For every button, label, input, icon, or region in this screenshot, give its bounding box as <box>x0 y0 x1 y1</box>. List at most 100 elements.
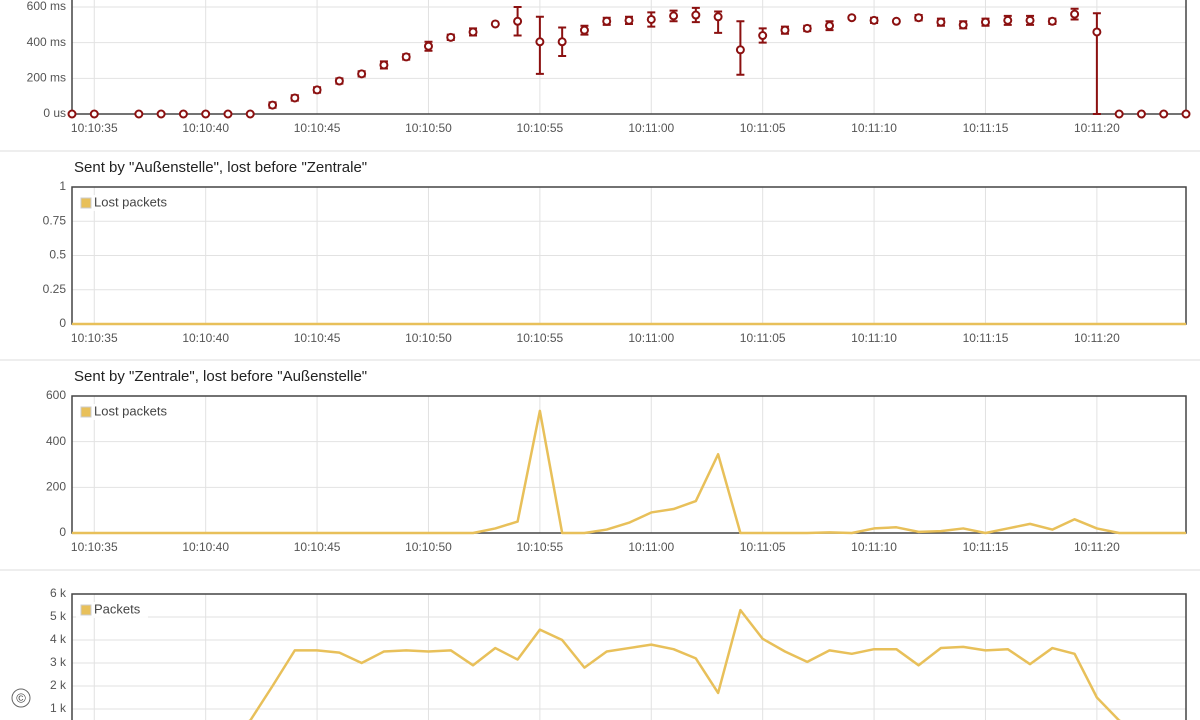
point <box>334 76 344 86</box>
x-tick-label: 10:10:35 <box>71 121 118 135</box>
x-tick-label: 10:11:05 <box>740 331 786 345</box>
y-tick-label: 0 <box>59 525 66 539</box>
point <box>201 109 211 119</box>
x-tick-label: 10:10:40 <box>182 540 229 554</box>
point <box>1047 16 1057 26</box>
point <box>89 109 99 119</box>
x-tick-label: 10:11:10 <box>851 121 897 135</box>
x-tick-label: 10:11:10 <box>851 540 897 554</box>
x-tick-label: 10:10:35 <box>71 540 118 554</box>
point <box>245 109 255 119</box>
y-tick-label: 0 <box>59 316 66 330</box>
point <box>423 41 433 51</box>
point <box>802 23 812 33</box>
x-tick-label: 10:10:55 <box>517 121 564 135</box>
point <box>1025 15 1035 25</box>
legend-box <box>76 602 148 618</box>
x-tick-label: 10:10:45 <box>294 540 341 554</box>
point <box>1136 109 1146 119</box>
point <box>735 45 745 55</box>
point <box>513 16 523 26</box>
point <box>401 52 411 62</box>
y-tick-label: 200 ms <box>27 71 66 85</box>
legend-swatch <box>80 197 92 209</box>
point <box>1181 109 1191 119</box>
x-tick-label: 10:10:55 <box>517 331 564 345</box>
point <box>914 13 924 23</box>
x-tick-label: 10:10:45 <box>294 331 341 345</box>
point <box>468 27 478 37</box>
series-line <box>72 409 1186 535</box>
point <box>936 17 946 27</box>
y-tick-label: 1 <box>59 179 66 193</box>
y-tick-label: 600 ms <box>27 0 66 13</box>
y-tick-label: 1 k <box>50 701 67 715</box>
point <box>980 17 990 27</box>
point <box>446 32 456 42</box>
point <box>646 14 656 24</box>
x-tick-label: 10:10:40 <box>182 121 229 135</box>
point <box>869 15 879 25</box>
point <box>1114 109 1124 119</box>
point <box>579 25 589 35</box>
point <box>357 69 367 79</box>
point <box>691 10 701 20</box>
x-tick-label: 10:10:35 <box>71 331 118 345</box>
point <box>713 12 723 22</box>
copyright-badge <box>11 688 31 708</box>
charts: 10:10:35 10:10:40 10:10:45 10:10:50 10:10:55… <box>27 0 1191 720</box>
y-tick-label: 200 <box>46 480 66 494</box>
point <box>825 21 835 31</box>
point <box>780 25 790 35</box>
x-tick-label: 10:11:00 <box>628 331 674 345</box>
plot-frame <box>71 395 1187 534</box>
x-tick-label: 10:11:15 <box>963 331 1009 345</box>
point <box>535 37 545 47</box>
x-tick-label: 10:11:15 <box>963 121 1009 135</box>
point <box>223 109 233 119</box>
point <box>379 60 389 70</box>
x-tick-label: 10:11:10 <box>851 331 897 345</box>
y-tick-label: 5 k <box>50 609 67 623</box>
point <box>602 16 612 26</box>
legend-box <box>76 404 148 420</box>
chart-title: Sent by "Außenstelle", lost before "Zent… <box>74 159 367 176</box>
y-tick-label: 400 <box>46 434 66 448</box>
point <box>669 11 679 21</box>
legend-label: Lost packets <box>94 194 167 209</box>
point <box>758 31 768 41</box>
x-tick-label: 10:11:05 <box>740 121 786 135</box>
legend-swatch <box>80 406 92 418</box>
point <box>268 100 278 110</box>
x-tick-label: 10:11:05 <box>740 540 786 554</box>
legend-label: Packets <box>94 601 141 616</box>
legend-swatch <box>80 604 92 616</box>
legend-box <box>76 195 148 211</box>
point <box>1003 15 1013 25</box>
point <box>178 109 188 119</box>
plot-frame <box>71 593 1187 720</box>
x-tick-label: 10:11:20 <box>1074 331 1120 345</box>
x-tick-label: 10:10:50 <box>405 331 452 345</box>
x-tick-label: 10:11:00 <box>628 121 674 135</box>
point <box>624 15 634 25</box>
legend-label: Lost packets <box>94 403 167 418</box>
chart-title: Sent by "Zentrale", lost before "Außenst… <box>74 368 367 385</box>
point <box>67 109 77 119</box>
x-tick-label: 10:11:15 <box>963 540 1009 554</box>
point <box>891 16 901 26</box>
point <box>312 85 322 95</box>
plot-frame <box>71 0 1187 115</box>
copyright: © <box>16 690 26 705</box>
x-tick-label: 10:10:50 <box>405 121 452 135</box>
y-tick-label: 0.5 <box>49 248 66 262</box>
y-tick-label: 600 <box>46 388 66 402</box>
point <box>557 37 567 47</box>
y-tick-label: 6 k <box>50 586 67 600</box>
x-tick-label: 10:10:55 <box>517 540 564 554</box>
x-tick-label: 10:10:50 <box>405 540 452 554</box>
y-tick-label: 0.25 <box>43 282 67 296</box>
point <box>134 109 144 119</box>
